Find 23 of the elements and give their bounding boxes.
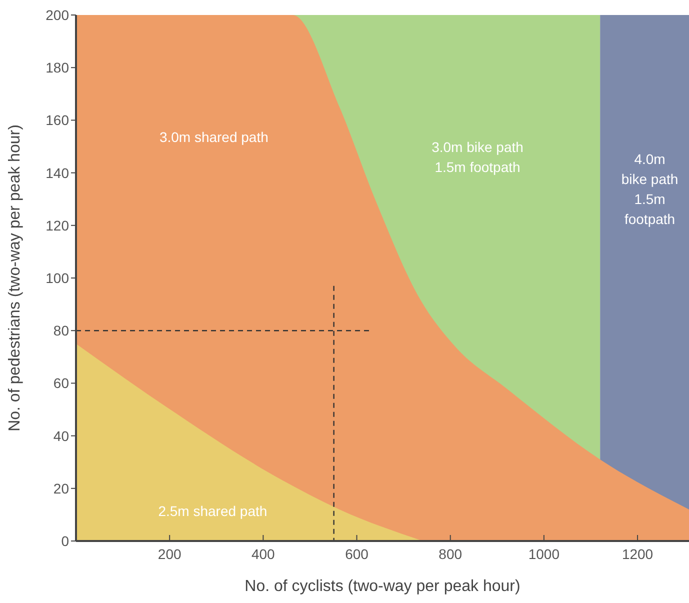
x-tick-label: 600: [345, 546, 369, 562]
y-tick-label: 100: [46, 270, 70, 286]
annotation: 3.0m shared path: [159, 128, 268, 148]
x-tick-label: 400: [251, 546, 276, 562]
y-tick-label: 180: [46, 60, 70, 76]
y-axis-title: No. of pedestrians (two-way per peak hour): [6, 124, 24, 432]
y-tick-label: 140: [46, 164, 70, 181]
y-tick-label: 80: [53, 322, 70, 339]
y-tick-label: 60: [53, 375, 70, 392]
x-axis-title: No. of cyclists (two-way per peak hour): [244, 578, 520, 595]
x-tick-label: 1200: [622, 546, 654, 562]
annotation: 4.0m bike path 1.5m footpath: [621, 150, 678, 229]
x-tick-label: 800: [438, 546, 462, 562]
y-tick-label: 40: [53, 428, 70, 444]
y-tick-label: 200: [46, 6, 70, 23]
y-tick-label: 0: [61, 532, 70, 549]
annotation: 2.5m shared path: [158, 502, 268, 522]
y-tick-label: 20: [53, 480, 70, 496]
x-tick-label: 200: [158, 546, 182, 562]
y-tick-label: 160: [46, 112, 70, 128]
y-tick-label: 120: [46, 217, 70, 234]
annotation: 3.0m bike path 1.5m footpath: [432, 138, 524, 178]
x-tick-label: 1000: [528, 546, 560, 562]
